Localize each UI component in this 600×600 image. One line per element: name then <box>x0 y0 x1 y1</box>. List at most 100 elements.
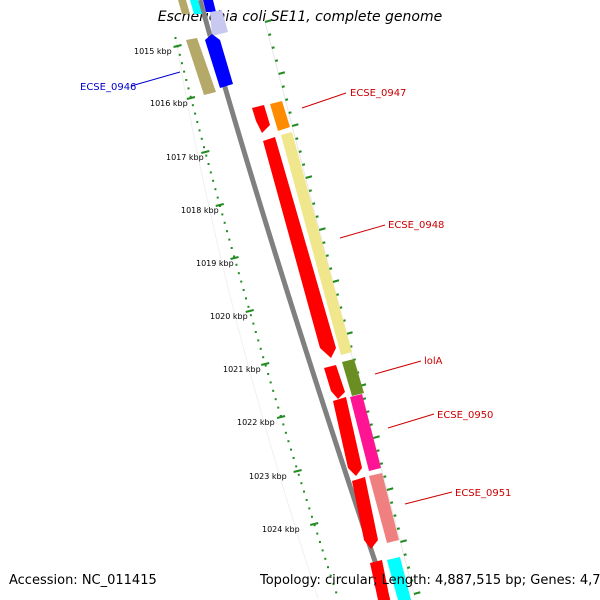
accession-text: Accession: NC_011415 <box>9 573 157 588</box>
outer-tick <box>281 85 285 88</box>
cds-bottom-red[interactable] <box>370 560 390 600</box>
ruler-tick <box>300 482 303 485</box>
ruler-major-tick <box>276 415 286 419</box>
ruler-major-tick <box>245 309 254 313</box>
feature-ecse-0948-cds[interactable] <box>263 137 336 358</box>
ruler-tick <box>180 62 183 65</box>
kbp-label: 1023 kbp <box>249 472 287 481</box>
feature-lola-cds[interactable] <box>324 365 345 399</box>
ruler-tick <box>264 364 267 367</box>
kbp-label: 1021 kbp <box>223 365 261 374</box>
ruler-tick <box>277 406 280 409</box>
ruler-tick <box>292 457 295 459</box>
ruler-major-tick <box>186 96 196 100</box>
feature-lola-cog[interactable] <box>342 359 364 396</box>
outer-tick <box>376 449 380 452</box>
ruler-tick <box>305 499 308 501</box>
outer-tick <box>325 254 329 257</box>
ruler-track <box>173 37 338 594</box>
ruler-major-tick <box>293 469 302 473</box>
kbp-label: 1016 kbp <box>150 99 188 108</box>
ruler-tick <box>335 591 338 594</box>
label-ecse-0948[interactable]: ECSE_0948 <box>388 220 444 231</box>
ruler-tick <box>269 381 272 384</box>
ruler-tick <box>189 95 192 98</box>
feature-ecse-0947-cds[interactable] <box>252 105 270 133</box>
leader-ecse-0946 <box>130 71 181 87</box>
outer-tick <box>369 423 373 426</box>
outer-tick <box>393 514 397 517</box>
feature-ecse-0951-cog[interactable] <box>369 473 399 543</box>
ruler-tick <box>207 163 210 165</box>
ruler-tick <box>262 356 265 359</box>
feature-ecse-0946-cog[interactable] <box>186 38 216 95</box>
outer-tick <box>406 566 411 569</box>
label-ecse-0946[interactable]: ECSE_0946 <box>80 82 136 93</box>
outer-tick <box>298 150 302 153</box>
ruler-tick <box>230 247 233 249</box>
cds-top-lavender[interactable] <box>210 10 228 36</box>
outer-tick <box>379 462 384 465</box>
ruler-tick <box>295 465 298 468</box>
kbp-label: 1022 kbp <box>237 418 275 427</box>
label-ecse-0947[interactable]: ECSE_0947 <box>350 88 406 99</box>
ruler-tick <box>187 87 190 90</box>
ruler-tick <box>209 171 212 174</box>
outer-tick <box>278 71 286 75</box>
cds-top-blue[interactable] <box>203 0 216 12</box>
outer-tick <box>318 227 326 231</box>
ruler-major-tick <box>173 44 182 48</box>
ruler-tick <box>183 70 186 73</box>
ruler-tick <box>214 188 217 191</box>
ruler-tick <box>254 331 257 333</box>
outer-tick <box>335 293 340 296</box>
ruler-tick <box>198 129 201 132</box>
cds-top-left[interactable] <box>178 0 190 14</box>
leader-ecse-0947 <box>301 92 347 109</box>
ruler-tick <box>327 566 330 569</box>
leader-lola <box>374 360 422 375</box>
ruler-tick <box>316 532 319 535</box>
feature-ecse-0951-cds[interactable] <box>352 477 378 549</box>
ruler-tick <box>216 196 219 199</box>
leader-ecse-0948 <box>339 224 386 239</box>
ruler-major-tick <box>230 256 239 260</box>
ruler-tick <box>321 549 324 552</box>
ruler-tick <box>329 574 332 577</box>
ruler-tick <box>274 398 277 401</box>
outer-tick <box>362 397 367 400</box>
ruler-tick <box>240 280 243 283</box>
ruler-tick <box>272 389 275 392</box>
outer-tick <box>264 19 272 23</box>
outer-tick <box>312 202 316 205</box>
ruler-tick <box>303 490 306 493</box>
outer-tick <box>274 59 279 62</box>
track-border-inner <box>175 39 319 599</box>
cds-top-cyan[interactable] <box>190 0 202 14</box>
feature-ecse-0950-cds[interactable] <box>333 397 362 476</box>
kbp-label: 1015 kbp <box>134 47 172 56</box>
outer-tick <box>373 435 380 439</box>
feature-ecse-0946-cds[interactable] <box>205 34 233 88</box>
ruler-tick <box>200 137 203 140</box>
outer-tick <box>410 579 414 582</box>
label-ecse-0951[interactable]: ECSE_0951 <box>455 488 511 499</box>
outer-tick <box>396 527 400 530</box>
ruler-tick <box>221 213 224 216</box>
ruler-major-tick <box>215 203 224 207</box>
ruler-tick <box>332 583 335 585</box>
label-ecse-0950[interactable]: ECSE_0950 <box>437 410 493 421</box>
ruler-tick <box>178 53 181 56</box>
feature-ecse-0948-cog[interactable] <box>281 132 352 355</box>
outer-tick <box>413 591 421 595</box>
leader-ecse-0950 <box>387 413 435 429</box>
ruler-tick <box>174 37 177 39</box>
feature-ecse-0950-cog[interactable] <box>350 394 381 471</box>
feature-track <box>178 0 411 600</box>
ruler-tick <box>233 255 236 258</box>
feature-ecse-0947-cog[interactable] <box>270 101 290 131</box>
cds-bottom-cyan[interactable] <box>387 557 411 600</box>
ruler-major-tick <box>201 150 210 154</box>
outer-tick <box>332 279 340 283</box>
label-lola[interactable]: lolA <box>424 356 443 367</box>
